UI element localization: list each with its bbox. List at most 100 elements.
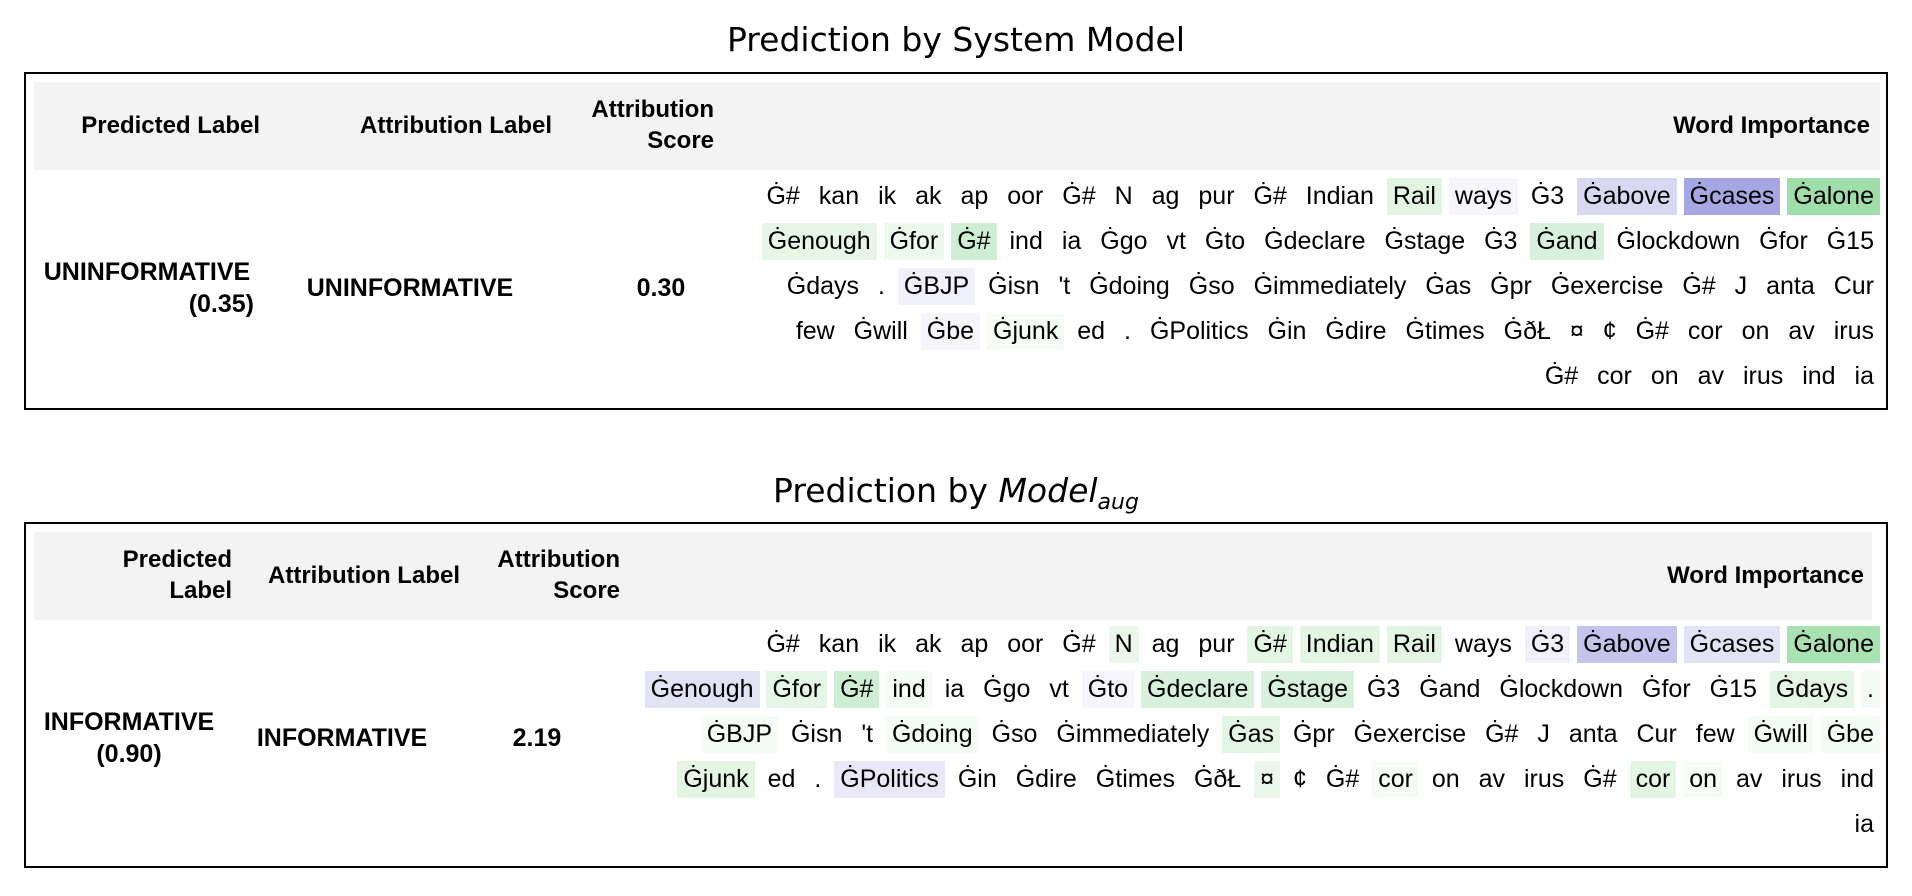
table-header: Predicted Label Attribution Label Attrib…: [34, 532, 1872, 620]
word-token: irus: [1518, 761, 1571, 798]
word-token: on: [1644, 358, 1685, 395]
word-token: ak: [909, 626, 948, 663]
word-token: Ġtimes: [1089, 761, 1181, 798]
header-predicted-label-line1: Predicted: [122, 546, 232, 573]
word-token: Ġ#: [1247, 626, 1293, 663]
word-token: Ġstage: [1378, 223, 1472, 260]
header-word-importance: Word Importance: [1673, 112, 1870, 139]
word-token: ĠBJP: [897, 268, 976, 305]
word-token: Cur: [1827, 268, 1880, 305]
word-token: Ġfor: [1753, 223, 1814, 260]
word-token: irus: [1775, 761, 1828, 798]
header-predicted-label: Predicted Label: [81, 112, 260, 139]
predicted-label-cell: INFORMATIVE (0.90): [30, 706, 228, 770]
header-word-importance: Word Importance: [1667, 562, 1864, 589]
header-attribution-score-line2: Score: [647, 127, 714, 154]
word-token: 't: [1052, 268, 1077, 305]
word-token: Ġ#: [1319, 761, 1366, 798]
word-token: .: [1118, 313, 1137, 350]
table-header: Predicted Label Attribution Label Attrib…: [34, 82, 1880, 170]
word-token: Ġpr: [1484, 268, 1538, 305]
word-token: .: [1861, 671, 1880, 708]
word-token: pur: [1192, 626, 1241, 663]
word-token: Ġgo: [977, 671, 1037, 708]
word-token: ¢: [1287, 761, 1313, 798]
word-token: J: [1531, 716, 1556, 753]
predicted-probability: (0.35): [188, 290, 254, 318]
word-token: cor: [1681, 313, 1729, 350]
word-token: vt: [1043, 671, 1075, 708]
word-token: Ġas: [1222, 716, 1281, 753]
word-token: Ġalone: [1787, 178, 1880, 215]
word-token: Ġ#: [1479, 716, 1525, 753]
panel-title-system-model: Prediction by System Model: [726, 20, 1186, 59]
word-token: ind: [1834, 761, 1880, 798]
word-token: Ġ#: [1629, 313, 1675, 350]
header-predicted-label: Predicted Label: [34, 544, 232, 606]
word-token: .: [808, 761, 828, 798]
word-token: ĠPolitics: [834, 761, 945, 798]
word-token: Rail: [1386, 626, 1442, 663]
header-attribution-score-line1: Attribution: [497, 546, 620, 573]
word-token: Ġas: [1419, 268, 1478, 305]
word-token: irus: [1736, 358, 1790, 395]
word-token: Ġand: [1413, 671, 1487, 708]
word-token: few: [789, 313, 841, 350]
word-token: N: [1108, 178, 1139, 215]
word-token: ¤: [1563, 313, 1590, 350]
word-token: Ġ#: [951, 223, 997, 260]
word-token: .: [872, 268, 891, 305]
word-token: Ġenough: [761, 223, 877, 260]
header-attribution-score: Attribution Score: [470, 544, 620, 606]
word-token: Ġdays: [1769, 671, 1855, 708]
word-token: Ġcases: [1683, 626, 1781, 663]
word-token: Ġwill: [1747, 716, 1814, 753]
header-attribution-label: Attribution Label: [268, 562, 460, 589]
word-token: Ġ3: [1360, 671, 1407, 708]
system-model-table: Predicted Label Attribution Label Attrib…: [24, 72, 1888, 410]
word-token: Ġexercise: [1544, 268, 1670, 305]
word-token: Rail: [1386, 178, 1442, 215]
word-token: av: [1730, 761, 1769, 798]
word-token: Ġ15: [1703, 671, 1763, 708]
word-token: ĠðŁ: [1497, 313, 1557, 350]
word-token: Ġcases: [1683, 178, 1781, 215]
word-token: ĠPolitics: [1143, 313, 1255, 350]
predicted-label-cell: UNINFORMATIVE (0.35): [34, 256, 260, 320]
word-token: Ġisn: [784, 716, 849, 753]
word-token: Ġlockdown: [1493, 671, 1630, 708]
predicted-probability: (0.90): [96, 740, 162, 768]
word-token: ia: [1848, 358, 1880, 395]
word-token: cor: [1629, 761, 1677, 798]
word-token: Ġstage: [1261, 671, 1355, 708]
word-token: Ġimmediately: [1050, 716, 1216, 753]
word-token: av: [1691, 358, 1730, 395]
word-token: av: [1472, 761, 1512, 798]
word-token: Ġgo: [1094, 223, 1154, 260]
word-token: Ġexercise: [1347, 716, 1473, 753]
word-token: anta: [1562, 716, 1624, 753]
word-token: av: [1782, 313, 1821, 350]
word-token: Ġ3: [1524, 626, 1571, 663]
word-token: Ġimmediately: [1247, 268, 1413, 305]
word-token: Ġabove: [1577, 626, 1677, 663]
word-token: vt: [1160, 223, 1192, 260]
word-token: Ġso: [985, 716, 1044, 753]
word-token: Ġjunk: [987, 313, 1065, 350]
word-token: oor: [1001, 626, 1050, 663]
word-token: ag: [1145, 626, 1186, 663]
word-token: Ġtimes: [1399, 313, 1491, 350]
word-token: cor: [1372, 761, 1419, 798]
title-model: Model: [998, 471, 1098, 510]
word-token: Ġ#: [1056, 626, 1102, 663]
word-token: ed: [1071, 313, 1112, 350]
word-token: ap: [954, 626, 995, 663]
word-token: Ġso: [1182, 268, 1241, 305]
attribution-score-value: 2.19: [512, 724, 562, 752]
header-attribution-score-line2: Score: [553, 577, 620, 604]
header-attribution-score: Attribution Score: [564, 94, 714, 156]
word-token: Cur: [1630, 716, 1683, 753]
word-token: Ġenough: [644, 671, 760, 708]
word-token: ap: [954, 178, 995, 215]
word-token: 't: [855, 716, 880, 753]
